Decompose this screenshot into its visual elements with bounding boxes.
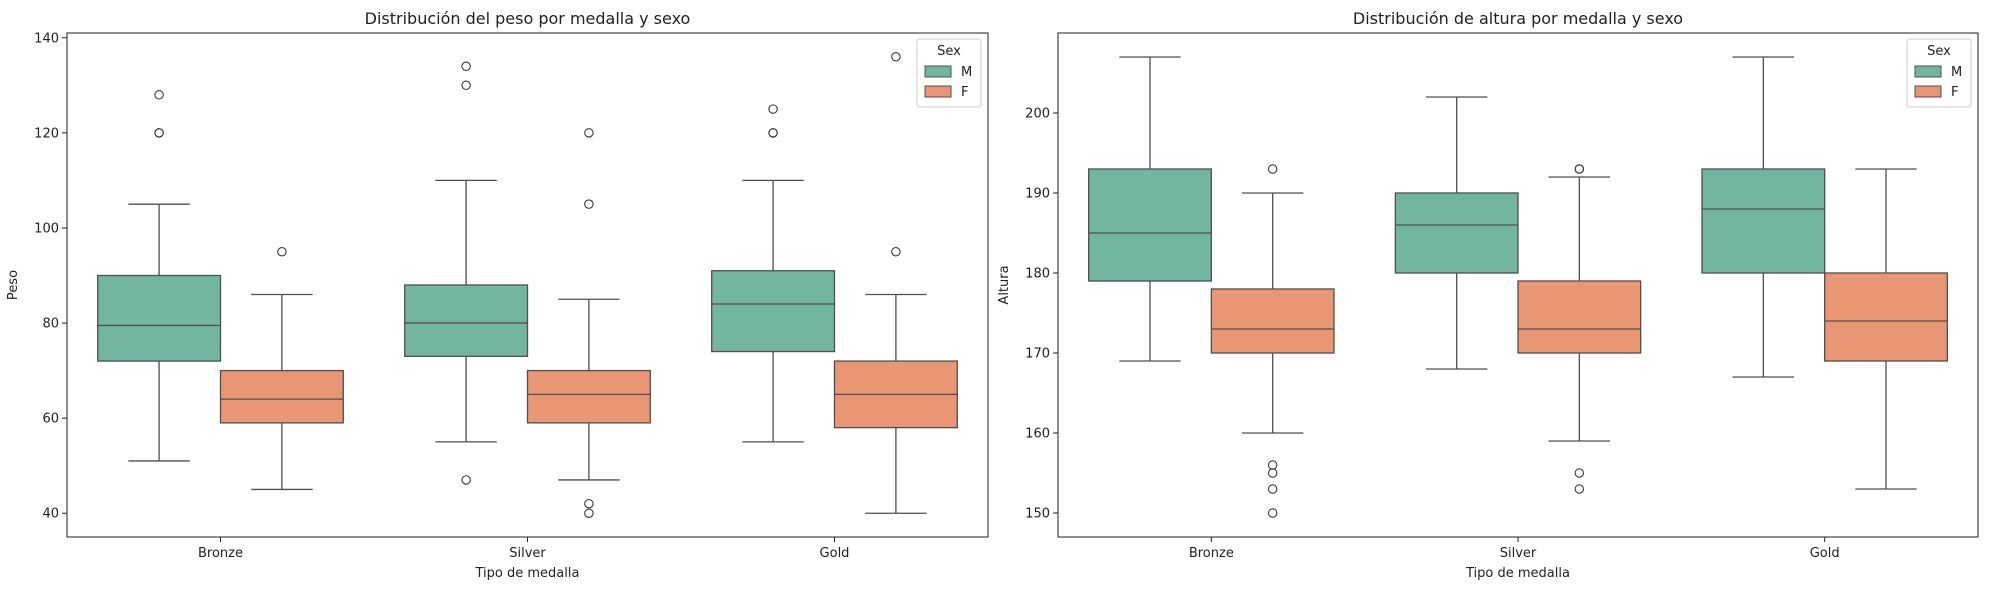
chart-title: Distribución de altura por medalla y sex… [1353, 9, 1683, 28]
outlier-point [891, 52, 901, 62]
y-tick-label: 120 [34, 126, 59, 141]
legend-label-M: M [961, 65, 972, 80]
box-M-Bronze [97, 90, 222, 462]
box-F-Gold [833, 52, 958, 514]
outlier-point [584, 508, 594, 518]
chart-panel-2: Distribución de altura por medalla y sex… [997, 9, 1979, 581]
legend-swatch-M [924, 65, 952, 78]
legend-swatch-F [1914, 85, 1942, 98]
outlier-point [1267, 508, 1278, 518]
x-tick-label: Bronze [1189, 546, 1234, 561]
y-axis-label: Altura [997, 265, 1012, 304]
box-F-Silver [1517, 164, 1642, 494]
box-body [1824, 272, 1948, 362]
y-tick-label: 80 [42, 317, 59, 332]
x-axis-label: Tipo de medalla [475, 566, 580, 581]
chart-title: Distribución del peso por medalla y sexo [365, 9, 691, 28]
outlier-point [1574, 468, 1585, 478]
x-tick-label: Gold [1810, 546, 1840, 561]
outlier-point [1267, 164, 1278, 174]
outlier-point [461, 61, 471, 72]
outlier-point [891, 246, 901, 257]
x-tick-label: Gold [820, 546, 850, 561]
y-tick-label: 170 [1025, 347, 1050, 362]
x-tick-label: Silver [509, 546, 546, 561]
x-tick-label: Silver [1500, 546, 1537, 561]
outlier-point [584, 498, 594, 509]
y-tick-label: 60 [42, 412, 59, 427]
legend-label-F: F [1951, 85, 1958, 100]
outlier-point [461, 475, 471, 485]
legend-label-M: M [1951, 65, 1962, 80]
box-F-Gold [1824, 168, 1948, 490]
box-body [97, 274, 222, 362]
box-F-Bronze [1210, 164, 1335, 518]
legend-label-F: F [961, 85, 968, 100]
box-body [1088, 168, 1212, 282]
box-F-Silver [526, 128, 651, 518]
box-M-Silver [1394, 96, 1519, 370]
box-body [1701, 168, 1826, 274]
outlier-point [277, 246, 287, 257]
plot-frame [66, 32, 989, 538]
y-tick-label: 180 [1025, 267, 1050, 282]
y-tick-label: 200 [1025, 107, 1050, 122]
y-axis-label: Peso [6, 270, 21, 300]
y-tick-label: 40 [42, 507, 59, 522]
outlier-point [1574, 484, 1585, 494]
chart-panel-1: Distribución del peso por medalla y sexo… [6, 9, 989, 581]
y-tick-label: 160 [1025, 427, 1050, 442]
legend-swatch-F [924, 85, 952, 98]
box-body [711, 270, 836, 353]
legend-swatch-M [1914, 65, 1942, 78]
outlier-point [1267, 460, 1278, 470]
outlier-point [768, 128, 778, 138]
outlier-point [1267, 468, 1278, 478]
box-F-Bronze [219, 246, 344, 491]
outlier-point [1574, 164, 1585, 174]
box-body [219, 369, 344, 424]
legend-title: Sex [937, 44, 961, 59]
box-body [1394, 192, 1519, 274]
box-body [526, 369, 651, 424]
plot-frame [1057, 32, 1979, 538]
outlier-point [584, 128, 594, 138]
y-tick-label: 100 [34, 221, 59, 236]
box-body [404, 284, 529, 357]
box-body [1517, 280, 1642, 354]
outlier-point [154, 128, 164, 138]
box-M-Gold [1701, 56, 1826, 378]
box-body [1210, 288, 1335, 354]
outlier-point [584, 199, 594, 209]
outlier-point [768, 104, 778, 114]
x-tick-label: Bronze [198, 546, 243, 561]
box-M-Silver [404, 61, 529, 485]
outlier-point [461, 80, 471, 91]
outlier-point [154, 90, 164, 100]
box-M-Gold [711, 104, 836, 443]
legend-title: Sex [1927, 44, 1951, 59]
y-tick-label: 150 [1025, 507, 1050, 522]
y-tick-label: 190 [1025, 187, 1050, 202]
outlier-point [1267, 484, 1278, 494]
box-M-Bronze [1088, 56, 1212, 362]
y-tick-label: 140 [34, 31, 59, 46]
x-axis-label: Tipo de medalla [1465, 566, 1570, 581]
